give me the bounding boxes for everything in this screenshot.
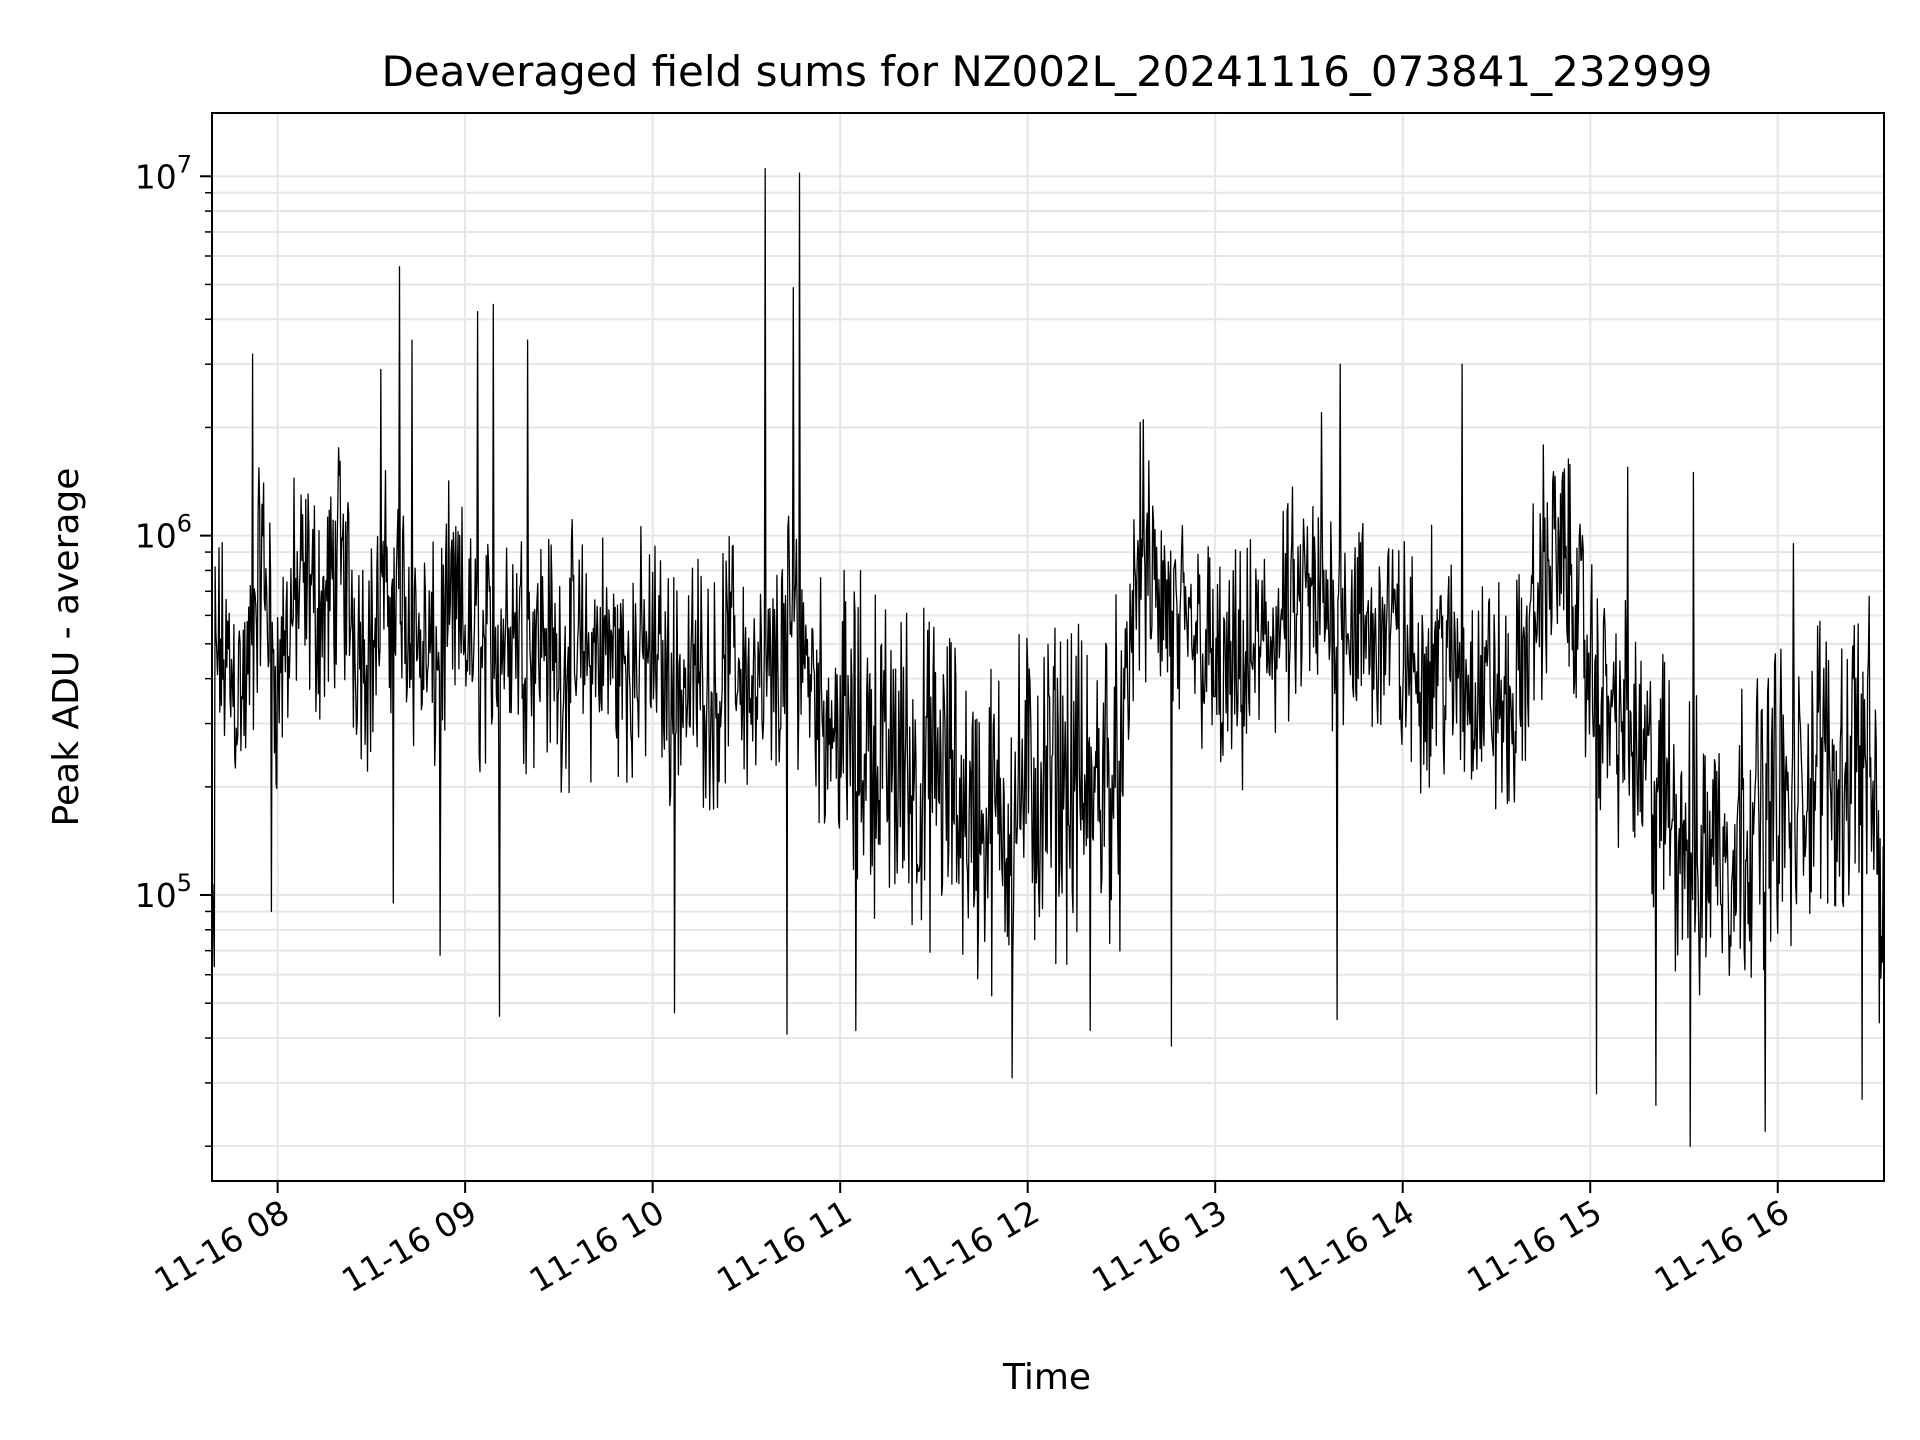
series-layer [211,168,1885,1147]
y-axis-label: Peak ADU - average [46,468,87,827]
plot-frame [211,112,1885,1182]
y-tick-label: 105 [135,869,192,915]
y-tick-label: 107 [135,150,192,196]
y-tick-label: 106 [135,510,192,556]
chart-title: Deaveraged field sums for NZ002L_2024111… [381,47,1712,96]
series-line [211,168,1885,1147]
x-axis-label: Time [1002,1357,1091,1398]
y-axis: 105 106 107 [135,150,212,1147]
